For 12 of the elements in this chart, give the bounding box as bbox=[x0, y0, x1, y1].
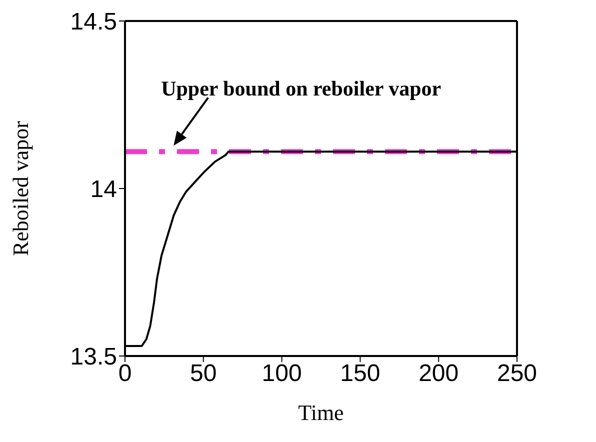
x-tick-label: 250 bbox=[496, 360, 538, 388]
y-tick-label: 14.5 bbox=[70, 8, 117, 36]
x-tick-label: 150 bbox=[340, 360, 380, 388]
x-tick-label: 0 bbox=[118, 360, 132, 388]
ref-line-label: Upper bound on reboiler vapor bbox=[161, 76, 442, 101]
y-tick-label: 13.5 bbox=[70, 344, 117, 371]
x-tick-label: 100 bbox=[262, 360, 302, 388]
y-axis-title: Reboiled vapor bbox=[8, 120, 33, 256]
x-tick-label: 50 bbox=[190, 360, 217, 388]
y-tick-label: 14 bbox=[90, 176, 117, 204]
x-axis-title: Time bbox=[298, 400, 344, 425]
x-tick-label: 200 bbox=[418, 360, 459, 388]
